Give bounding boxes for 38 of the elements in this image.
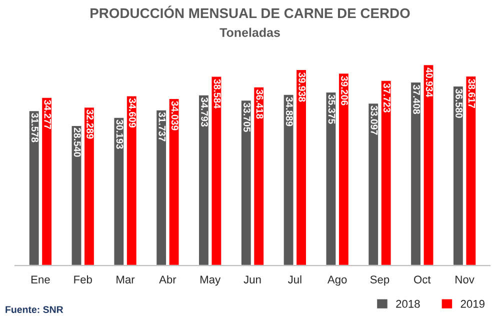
data-label: 36.580 [456, 88, 462, 118]
x-tick-label: Jul [288, 275, 302, 284]
data-label: 34.609 [129, 98, 136, 128]
data-label: 36.418 [256, 90, 264, 119]
data-label: 37.408 [413, 84, 420, 114]
data-label: 31.578 [31, 112, 38, 142]
x-tick-label: Ene [31, 276, 50, 284]
x-tick-label: Feb [74, 275, 92, 284]
x-tick-label: Nov [456, 276, 474, 284]
data-label: 33.705 [244, 102, 250, 132]
data-label: 39.938 [298, 72, 306, 102]
data-label: 34.277 [44, 100, 52, 130]
data-label: 32.289 [86, 110, 94, 139]
data-label: 31.737 [158, 112, 166, 142]
data-label: 34.889 [286, 96, 293, 126]
data-label: 33.097 [370, 106, 378, 135]
data-label: 40.934 [426, 68, 433, 98]
x-tick-label: Abr [159, 275, 176, 284]
data-label: 38.617 [468, 78, 476, 108]
chart-subtitle: Toneladas [220, 28, 280, 37]
x-tick-label: Jun [244, 276, 261, 284]
data-label: 34.039 [171, 101, 178, 130]
x-tick-label: Oct [414, 276, 431, 284]
data-label: 35.375 [328, 94, 336, 124]
data-label: 37.723 [383, 83, 390, 112]
data-label: 38.584 [214, 79, 221, 109]
data-label: 39.206 [341, 76, 348, 106]
x-tick-label: May [200, 276, 221, 286]
legend-label: 2018 [396, 300, 420, 308]
x-tick-label: Ago [327, 276, 347, 286]
data-label: 28.540 [74, 128, 81, 157]
data-label: 30.193 [116, 120, 124, 149]
legend-label: 2019 [460, 300, 484, 308]
source-note: Fuente: SNR [6, 306, 64, 314]
x-tick-label: Sep [370, 276, 390, 286]
data-label: 34.793 [201, 97, 208, 127]
x-tick-label: Mar [116, 276, 135, 284]
chart-title: PRODUCCIÓN MENSUAL DE CARNE DE CERDO [90, 6, 410, 18]
